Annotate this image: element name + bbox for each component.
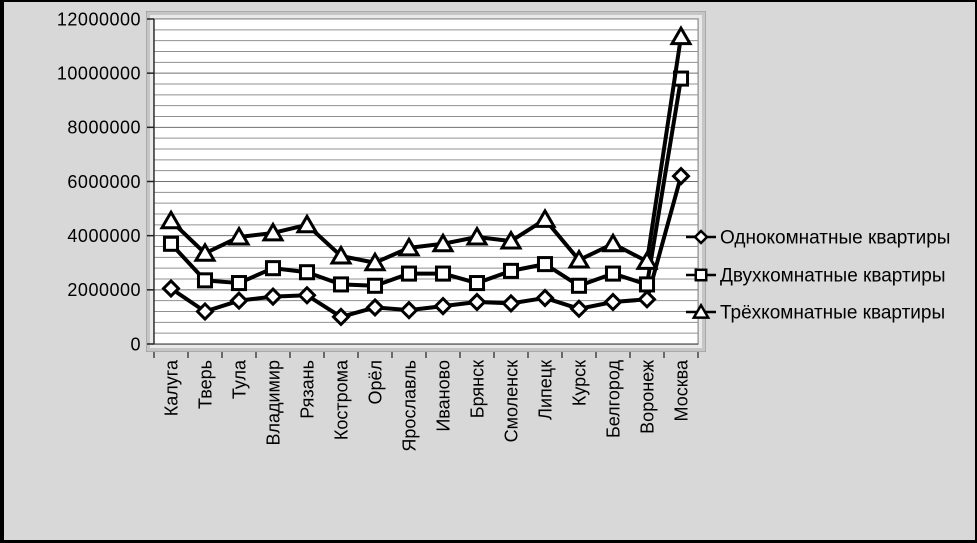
series-triangle <box>159 25 693 272</box>
x-category-label: Кострома <box>331 359 351 440</box>
y-tick-label: 4000000 <box>67 226 141 246</box>
y-tick-label: 6000000 <box>67 172 141 192</box>
x-category-label: Рязань <box>297 360 317 419</box>
x-category-label: Тула <box>229 359 249 399</box>
triangle-marker-icon <box>193 241 217 262</box>
series-diamond <box>161 166 691 327</box>
diamond-marker-icon <box>365 297 385 318</box>
diamond-marker-icon <box>331 307 351 327</box>
square-marker-icon <box>332 276 350 293</box>
diamond-marker-icon <box>297 285 317 305</box>
square-marker-icon <box>604 265 622 282</box>
triangle-marker-icon <box>465 225 489 246</box>
triangle-marker-icon <box>635 249 659 270</box>
triangle-marker-icon <box>227 225 251 246</box>
diamond-marker-icon <box>671 166 691 186</box>
triangle-marker-icon <box>295 213 319 234</box>
series-line <box>169 175 683 319</box>
diamond-marker-icon <box>263 286 283 307</box>
square-marker-icon <box>196 272 214 289</box>
legend-label: Однокомнатные квартиры <box>720 228 950 249</box>
y-tick-label: 0 <box>130 334 141 354</box>
square-marker-icon <box>536 256 554 273</box>
legend-label: Двухкомнатные квартиры <box>720 266 946 287</box>
triangle-marker-icon <box>669 25 693 46</box>
series-line <box>169 78 683 288</box>
diamond-marker-icon <box>535 288 555 308</box>
x-category-label: Липецк <box>535 360 555 420</box>
square-marker-icon <box>230 275 248 292</box>
square-marker-icon <box>694 268 708 282</box>
series-line <box>169 36 683 265</box>
square-marker-icon <box>502 262 520 279</box>
triangle-marker-icon <box>431 232 455 253</box>
triangle-marker-icon <box>567 248 591 269</box>
x-category-label: Воронеж <box>637 360 657 434</box>
y-tick-label: 2000000 <box>67 280 141 300</box>
x-category-label: Орёл <box>365 360 385 405</box>
square-marker-icon <box>638 276 656 293</box>
x-category-label: Иваново <box>433 360 453 432</box>
x-category-label: Тверь <box>195 360 215 409</box>
x-category-label: Москва <box>671 359 691 421</box>
square-marker-icon <box>570 277 588 294</box>
x-category-label: Смоленск <box>501 360 521 442</box>
legend-label: Трёхкомнатные квартиры <box>720 303 945 324</box>
legend-entry-triangle: Трёхкомнатные квартиры <box>686 303 945 324</box>
x-category-label: Брянск <box>467 360 487 418</box>
legend-entry-square: Двухкомнатные квартиры <box>686 266 946 287</box>
triangle-marker-icon <box>261 221 285 242</box>
legend-entry-diamond: Однокомнатные квартиры <box>686 228 950 249</box>
diamond-marker-icon <box>693 229 709 245</box>
square-marker-icon <box>366 277 384 294</box>
y-tick-label: 12000000 <box>57 9 141 29</box>
triangle-marker-icon <box>397 236 421 257</box>
triangle-marker-icon <box>363 251 387 272</box>
y-tick-label: 10000000 <box>57 63 141 83</box>
diamond-marker-icon <box>399 300 419 320</box>
x-category-label: Калуга <box>161 359 181 416</box>
triangle-marker-icon <box>329 244 353 265</box>
diamond-marker-icon <box>569 299 589 319</box>
square-marker-icon <box>162 235 180 252</box>
x-category-label: Владимир <box>263 360 283 446</box>
square-marker-icon <box>264 260 282 277</box>
diamond-marker-icon <box>637 289 657 309</box>
x-category-label: Курск <box>569 360 589 406</box>
diamond-marker-icon <box>467 292 487 312</box>
square-marker-icon <box>468 275 486 292</box>
square-marker-icon <box>298 264 316 281</box>
triangle-marker-icon <box>601 232 625 253</box>
diamond-marker-icon <box>229 291 249 311</box>
x-category-label: Ярославль <box>399 360 419 452</box>
triangle-marker-icon <box>159 209 183 230</box>
diamond-marker-icon <box>195 301 215 322</box>
series-square <box>162 70 690 294</box>
triangle-marker-icon <box>499 229 523 250</box>
x-category-label: Белгород <box>603 360 623 439</box>
triangle-marker-icon <box>533 207 557 228</box>
square-marker-icon <box>400 265 418 282</box>
diamond-marker-icon <box>501 293 521 313</box>
diamond-marker-icon <box>433 296 453 316</box>
price-line-chart: 0 2000000 4000000 6000000 8000000 10000000 120… <box>57 9 951 452</box>
diamond-marker-icon <box>161 278 181 299</box>
square-marker-icon <box>434 265 452 282</box>
y-tick-label: 8000000 <box>67 118 141 138</box>
diamond-marker-icon <box>603 292 623 312</box>
triangle-marker-icon <box>691 302 711 319</box>
